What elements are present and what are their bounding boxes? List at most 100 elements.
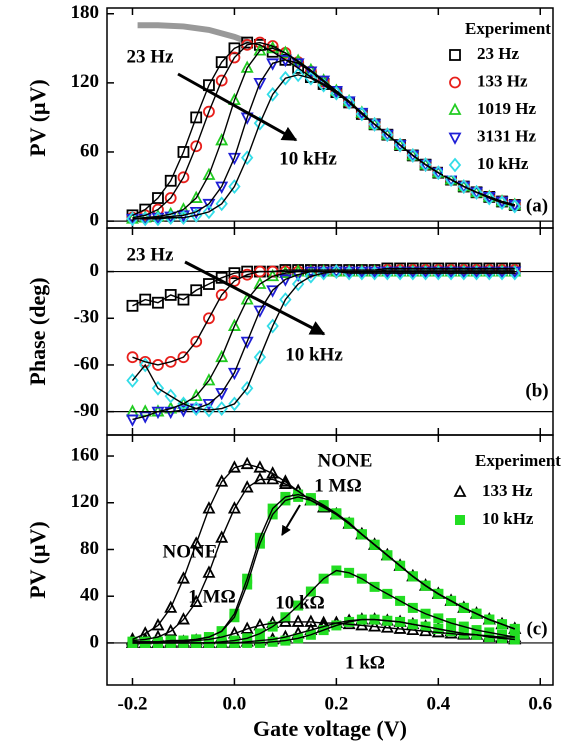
marker (215, 74, 228, 87)
marker (126, 373, 139, 388)
marker (278, 474, 292, 487)
marker (177, 171, 190, 184)
marker (215, 133, 229, 146)
marker (202, 373, 216, 386)
legend-marker (448, 157, 462, 173)
legend-label: 3131 Hz (477, 126, 536, 145)
marker (176, 612, 190, 625)
marker (291, 614, 305, 627)
marker (215, 289, 228, 301)
marker (202, 565, 216, 578)
marker (266, 285, 280, 298)
y-tick-label: 60 (80, 140, 99, 161)
marker (190, 284, 203, 297)
annotation: 1 MΩ (188, 586, 235, 607)
marker (215, 401, 228, 416)
marker (406, 150, 420, 163)
legend-label: 133 Hz (482, 481, 533, 500)
marker (304, 70, 318, 86)
marker (202, 501, 216, 514)
annotation: 1 kΩ (345, 652, 385, 673)
marker (227, 152, 241, 166)
arrows (177, 72, 326, 536)
x-tick-label: -0.2 (117, 693, 147, 714)
marker (291, 67, 305, 83)
marker (266, 86, 279, 102)
marker (152, 203, 164, 216)
marker (419, 159, 433, 173)
legend-label: 10 kHz (477, 154, 529, 173)
legend-marker (449, 49, 461, 61)
marker (266, 318, 279, 334)
y-tick-label: 180 (71, 2, 100, 23)
x-tick-label: 0.0 (223, 693, 247, 714)
curve (137, 22, 251, 46)
marker (189, 536, 203, 549)
marker (202, 198, 216, 212)
legend-marker (453, 484, 467, 497)
annotation: NONE (163, 541, 218, 562)
legend-bg (448, 450, 547, 526)
marker (278, 274, 292, 287)
marker (152, 359, 164, 371)
legend-label: 1019 Hz (477, 99, 536, 118)
marker (215, 349, 229, 363)
marker (176, 571, 190, 584)
marker (203, 105, 215, 118)
arrow (184, 260, 326, 336)
marker (253, 349, 267, 365)
legend-title: Experiment (465, 19, 551, 38)
marker (215, 56, 228, 69)
marker (215, 181, 229, 194)
fit-line (132, 496, 516, 643)
marker (164, 192, 177, 204)
marker (139, 355, 152, 368)
marker (126, 299, 139, 312)
annotation: 1 MΩ (314, 475, 361, 496)
annotation: 23 Hz (127, 46, 175, 67)
marker (189, 190, 203, 203)
marker (215, 196, 228, 212)
marker (190, 401, 203, 416)
fit-line (131, 270, 515, 411)
marker (177, 146, 190, 158)
fit-line (132, 621, 515, 644)
marker (228, 179, 241, 194)
annotation: 10 kΩ (275, 592, 325, 613)
arrow (177, 72, 298, 142)
plot-frame (106, 434, 554, 686)
arrow (281, 504, 301, 536)
fit-line (132, 267, 515, 307)
fit-line (132, 618, 515, 644)
fit-line (132, 74, 515, 220)
marker (355, 106, 369, 122)
annotation: (a) (526, 195, 548, 216)
marker (152, 192, 164, 204)
marker (253, 471, 267, 485)
marker (240, 380, 254, 396)
marker (151, 617, 165, 631)
y-axis-label: PV (μV) (25, 521, 50, 598)
marker (126, 351, 139, 364)
legend-label: 10 kHz (482, 509, 534, 528)
y-tick-label: 160 (71, 444, 100, 465)
marker (151, 380, 165, 396)
y-axis-label: Phase (deg) (25, 277, 50, 385)
x-tick-label: 0.6 (528, 693, 552, 714)
legend-marker (449, 76, 461, 89)
marker (125, 414, 139, 427)
panel: 0 40 80 120 160 -0.2 0.0 0.2 0.4 0.6 PV (μV) Gate v… (25, 434, 561, 741)
marker (164, 600, 178, 613)
fit-line (132, 270, 515, 413)
marker (176, 202, 190, 215)
y-tick-label: -30 (74, 307, 99, 328)
annotation: NONE (318, 450, 373, 471)
marker (189, 388, 203, 401)
annotation: (b) (525, 380, 548, 401)
legend-marker (455, 515, 465, 525)
marker (227, 367, 241, 381)
annotation: (c) (526, 618, 547, 639)
marker (228, 396, 241, 412)
panel: 0 60 120 180 PV (μV) 23 Hz 10 kHz (a) Experiment… (25, 2, 554, 230)
